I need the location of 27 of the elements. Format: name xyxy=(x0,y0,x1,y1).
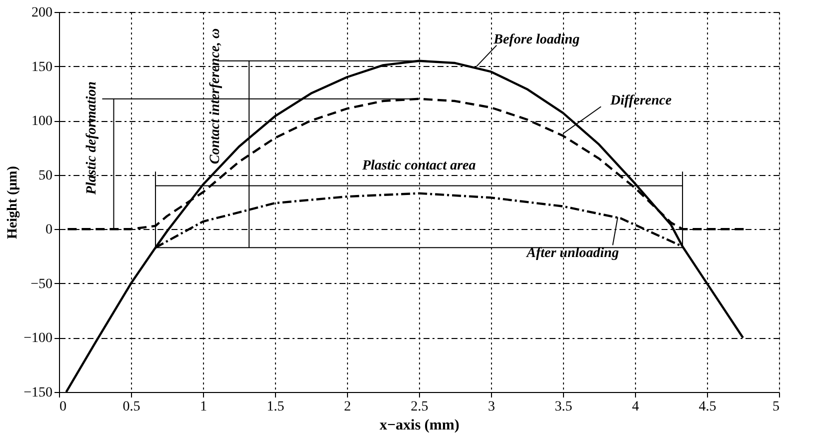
y-tick-label: −150 xyxy=(24,386,52,400)
y-tick-label: 150 xyxy=(32,60,52,75)
x-tick-label: 0 xyxy=(60,400,66,414)
x-tick-label: 0.5 xyxy=(122,400,140,414)
annotation: Plastic contact area xyxy=(362,158,476,174)
y-tick-label: 0 xyxy=(46,222,52,238)
y-tick-label: 50 xyxy=(38,168,52,184)
x-tick-label: 2 xyxy=(344,400,351,414)
y-tick-label: 200 xyxy=(32,6,52,20)
y-tick-label: 100 xyxy=(32,114,52,130)
annotation: After unloading xyxy=(526,246,619,262)
x-tick-label: 1 xyxy=(200,400,207,414)
annotation: Before loading xyxy=(492,32,580,48)
x-axis-title: x−axis (mm) xyxy=(380,418,460,434)
annotation: Contact interference, ω xyxy=(208,28,224,164)
x-tick-label: 3.5 xyxy=(554,400,572,414)
x-tick-label: 5 xyxy=(772,400,780,414)
x-tick-label: 1.5 xyxy=(266,400,284,414)
y-tick-label: −100 xyxy=(24,331,52,346)
y-tick-label: −50 xyxy=(30,276,52,292)
x-tick-label: 2.5 xyxy=(410,400,428,414)
annotation: Difference xyxy=(609,94,672,109)
annotation: Plastic deformation xyxy=(84,81,100,195)
x-tick-label: 3 xyxy=(488,400,495,414)
x-tick-label: 4.5 xyxy=(698,400,716,414)
y-axis-title: Height (µm) xyxy=(6,166,21,239)
x-tick-label: 4 xyxy=(632,400,639,414)
